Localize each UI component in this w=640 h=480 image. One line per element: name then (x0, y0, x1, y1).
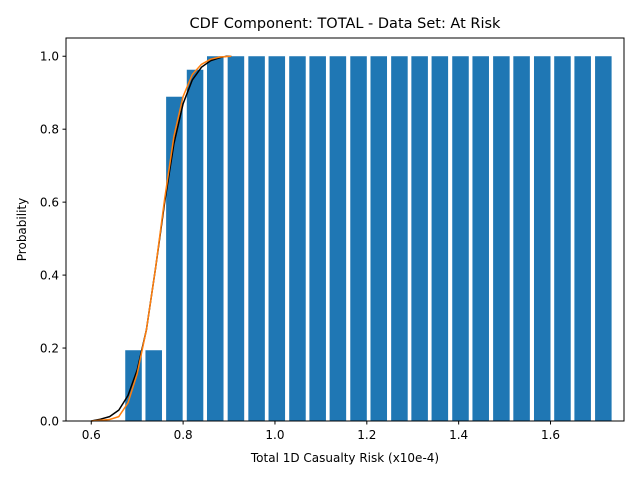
bar (533, 56, 551, 421)
bar (309, 56, 326, 421)
x-axis-label: Total 1D Casualty Risk (x10e-4) (250, 451, 439, 465)
bar (513, 56, 530, 421)
bar (391, 56, 408, 421)
plot-frame (65, 37, 625, 422)
y-tick-label: 1.0 (40, 50, 59, 64)
cdf-lines (91, 55, 232, 422)
y-tick-label: 0.4 (40, 269, 59, 283)
bar (166, 96, 183, 421)
y-tick-label: 0.8 (40, 123, 59, 137)
bar (595, 56, 612, 421)
x-tick-label: 0.6 (82, 428, 101, 442)
x-tick-label: 1.6 (541, 428, 560, 442)
bar (452, 56, 469, 421)
bar (370, 56, 388, 421)
x-tick-label: 1.2 (357, 428, 376, 442)
bar (329, 56, 347, 421)
x-tick-label: 1.4 (449, 428, 468, 442)
bars (125, 56, 612, 421)
bar (289, 56, 306, 421)
y-tick-label: 0.2 (40, 342, 59, 356)
bar (411, 56, 428, 421)
y-tick-label: 0.0 (40, 415, 59, 429)
bar (472, 56, 489, 421)
y-axis-label: Probability (15, 198, 29, 261)
y-axis-ticks: 0.0 0.2 0.4 0.6 0.8 1.0 (40, 50, 66, 429)
bar (248, 56, 265, 421)
bar (554, 56, 571, 421)
bar (206, 56, 224, 421)
bar (350, 56, 367, 421)
bar (186, 69, 204, 421)
x-tick-label: 0.8 (174, 428, 193, 442)
x-axis-ticks: 0.6 0.8 1.0 1.2 1.4 1.6 (82, 421, 560, 442)
y-tick-label: 0.6 (40, 196, 59, 210)
bar (145, 350, 162, 421)
bar (431, 56, 449, 421)
bar (268, 56, 286, 421)
chart-title: CDF Component: TOTAL - Data Set: At Risk (190, 16, 502, 32)
bar (227, 56, 245, 421)
cdf-line-2 (91, 55, 232, 422)
bar (493, 56, 510, 421)
x-tick-label: 1.0 (265, 428, 284, 442)
bar (574, 56, 591, 421)
